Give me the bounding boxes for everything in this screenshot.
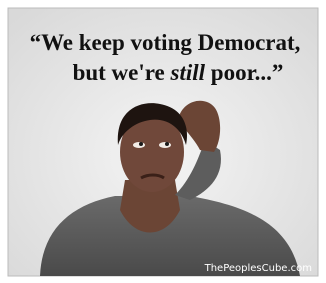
caption-line-1: “We keep voting Democrat, [30, 30, 301, 55]
page: “We keep voting Democrat, but we're stil… [0, 0, 326, 283]
pupil [165, 142, 169, 146]
watermark: ThePeoplesCube.com [204, 263, 312, 274]
caption-text: but we're [73, 60, 165, 85]
eye [159, 142, 171, 148]
pupil [139, 142, 143, 146]
caption-text: “We keep voting Democrat, [30, 30, 301, 55]
caption-line-2: but we're still poor...” [73, 60, 284, 85]
eye [133, 142, 145, 148]
meme: “We keep voting Democrat, but we're stil… [0, 0, 326, 283]
caption-emphasis: still [170, 60, 206, 85]
caption-text: poor...” [211, 60, 284, 85]
